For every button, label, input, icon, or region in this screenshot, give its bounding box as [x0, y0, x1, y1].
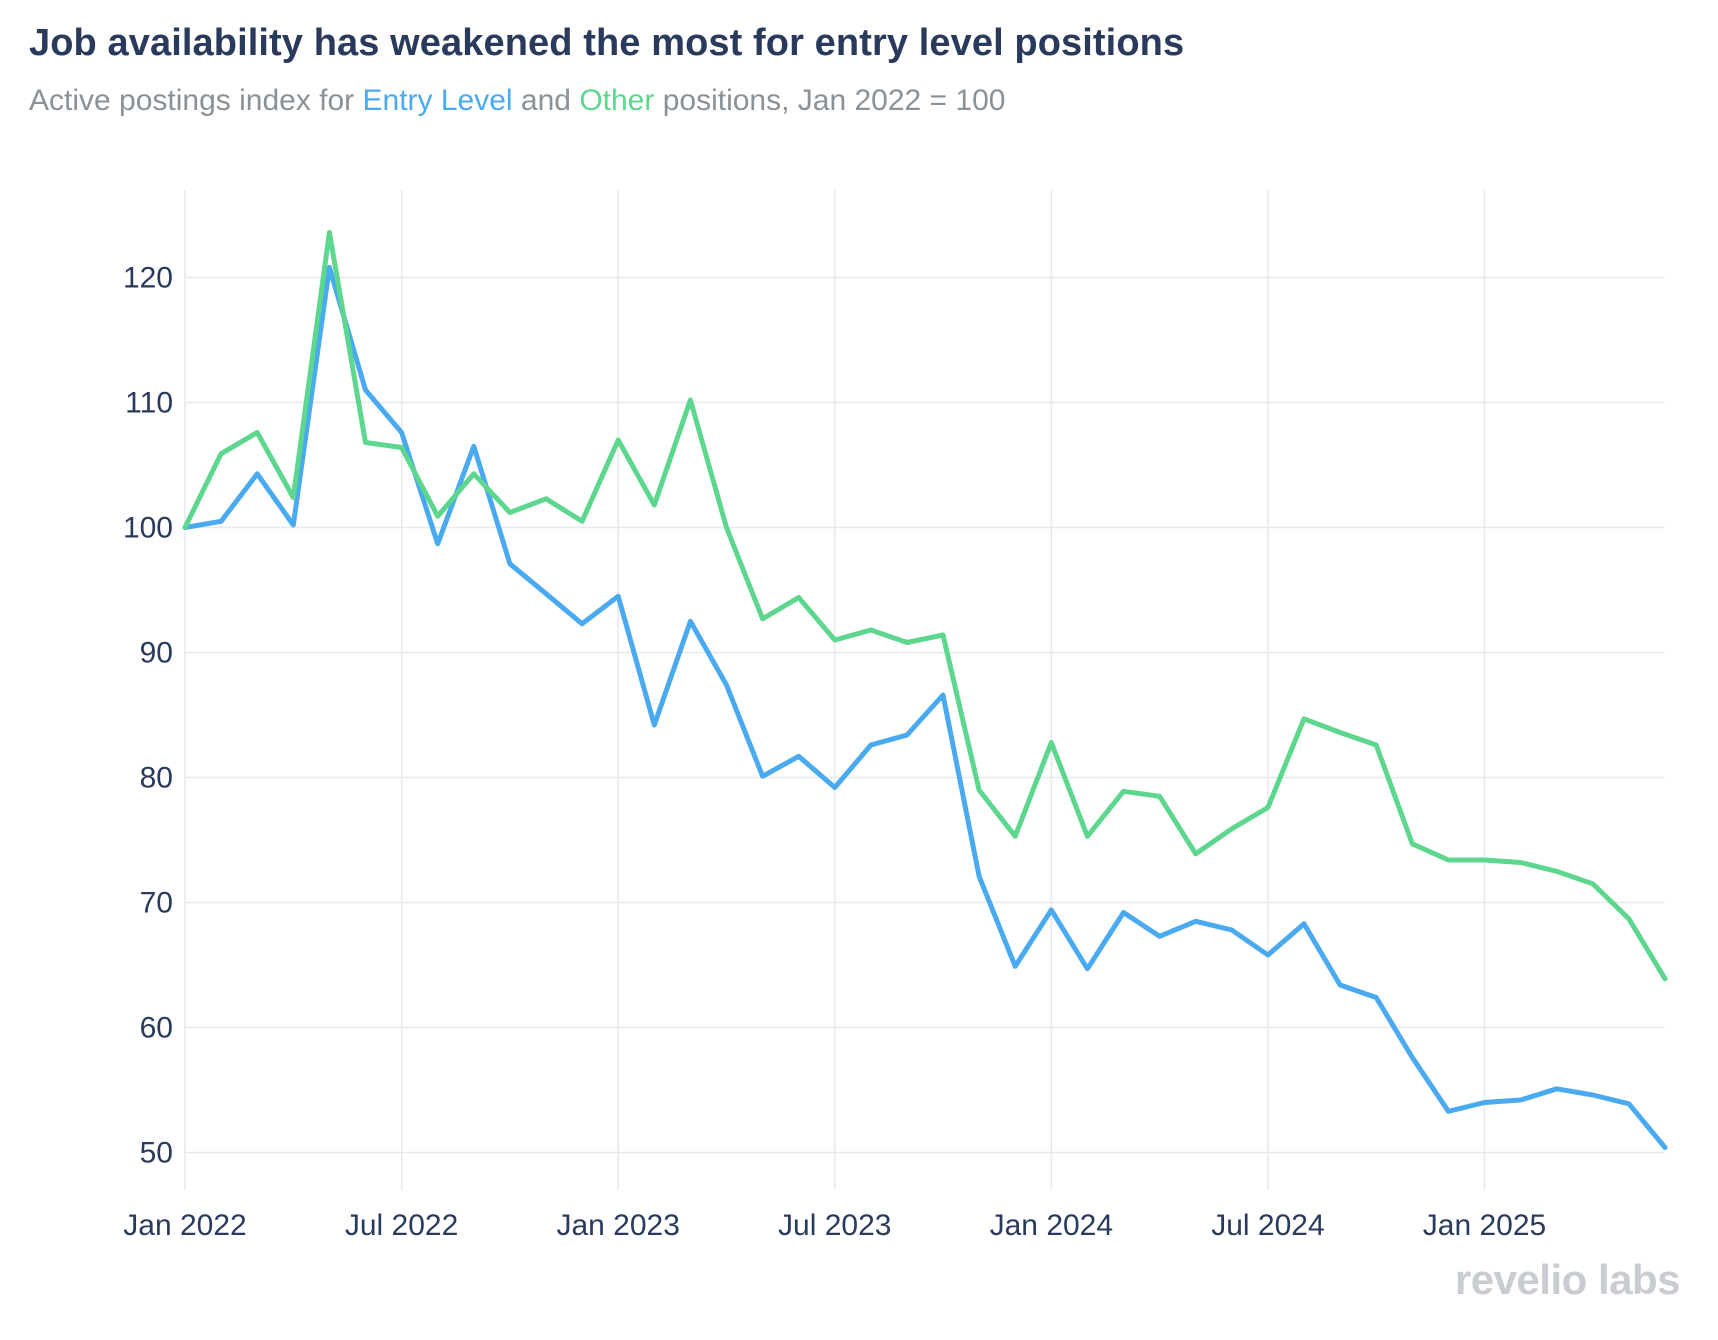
revelio-labs-logo: revelio labs: [1454, 1256, 1681, 1303]
series-layer: [182, 230, 1668, 1150]
x-tick-label: Jan 2023: [556, 1209, 679, 1242]
y-tick-label: 80: [140, 762, 173, 795]
series-line-other: [182, 230, 1668, 982]
x-tick-label: Jan 2024: [990, 1209, 1113, 1242]
subtitle-other-highlight: Other: [579, 84, 655, 117]
y-tick-label: 100: [123, 512, 173, 545]
chart-subtitle: Active postings index for Entry Level an…: [29, 84, 1005, 118]
x-tick-label: Jul 2022: [345, 1209, 458, 1242]
subtitle-prefix: Active postings index for: [29, 84, 363, 117]
y-tick-label: 60: [140, 1012, 173, 1045]
x-tick-label: Jul 2024: [1211, 1209, 1324, 1242]
y-tick-label: 120: [123, 262, 173, 295]
x-tick-label: Jan 2025: [1423, 1209, 1546, 1242]
y-tick-label: 50: [140, 1137, 173, 1170]
subtitle-entry-level-highlight: Entry Level: [362, 84, 513, 117]
subtitle-middle: and: [512, 84, 580, 117]
y-tick-label: 90: [140, 637, 173, 670]
y-tick-label: 70: [140, 887, 173, 920]
y-tick-label: 110: [125, 387, 173, 420]
chart-title: Job availability has weakened the most f…: [29, 22, 1185, 64]
grid-layer: [184, 190, 1665, 1190]
x-tick-label: Jul 2023: [778, 1209, 891, 1242]
axis-labels: 50 60 70 80 90 100 110 120 Jan 2022 Jul 2022 Jan 2…: [123, 262, 1546, 1243]
x-tick-label: Jan 2022: [123, 1209, 246, 1242]
series-line-entry-level: [182, 265, 1668, 1150]
subtitle-suffix: positions, Jan 2022 = 100: [654, 84, 1006, 117]
